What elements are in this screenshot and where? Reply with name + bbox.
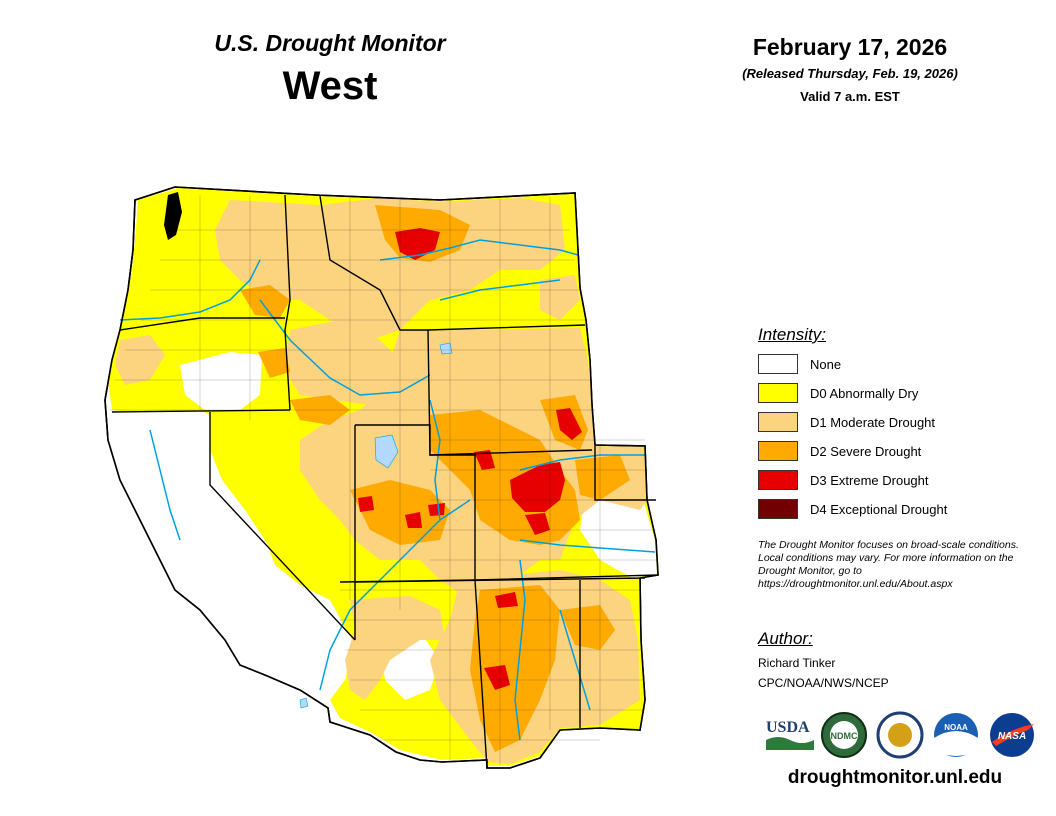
- d1-oregon-coast: [115, 335, 165, 385]
- legend-label: D0 Abnormally Dry: [810, 386, 919, 401]
- map-date: February 17, 2026: [752, 34, 948, 60]
- ndmc-logo-text: NDMC: [831, 731, 858, 741]
- d3-colorado-south: [525, 513, 550, 535]
- puget-sound-islands: [164, 192, 182, 240]
- river-colorado: [319, 499, 471, 691]
- border-ut-co: [355, 424, 476, 580]
- d2-idaho: [240, 285, 290, 318]
- river-sacramento: [149, 429, 181, 541]
- legend-swatch: [758, 383, 798, 403]
- d3-wyoming-se: [556, 408, 582, 440]
- d2-new-mexico-east: [560, 605, 615, 650]
- usda-logo[interactable]: USDA: [766, 719, 814, 750]
- usda-wave: [766, 737, 814, 750]
- d3-areas: [358, 228, 582, 690]
- partner-logos: USDA NDMC NOAA NASA: [766, 711, 1034, 759]
- nasa-logo[interactable]: NASA: [990, 713, 1034, 757]
- drought-map: [104, 186, 659, 769]
- valid-time: Valid 7 a.m. EST: [800, 89, 900, 104]
- doc-seal-logo[interactable]: [876, 711, 924, 759]
- release-date: (Released Thursday, Feb. 19, 2026): [742, 66, 958, 81]
- legend-label: None: [810, 357, 842, 372]
- legend-title: Intensity:: [758, 325, 827, 344]
- legend-swatch: [758, 441, 798, 461]
- region-title: West: [282, 64, 378, 108]
- d2-new-mexico: [470, 585, 560, 752]
- d3-new-mexico-south: [484, 665, 510, 690]
- d2-colorado-east: [575, 455, 630, 500]
- d2-oregon: [258, 348, 290, 378]
- great-salt-lake: [374, 434, 399, 469]
- noaa-logo[interactable]: NOAA: [934, 713, 978, 757]
- county-grid-north: [110, 229, 658, 561]
- legend-label: D1 Moderate Drought: [810, 415, 936, 430]
- d3-utah-east: [428, 503, 445, 516]
- noaa-logo-text: NOAA: [944, 723, 968, 732]
- d3-colorado-front-range: [510, 462, 565, 512]
- lake-mead: [299, 697, 309, 709]
- border-id-west: [284, 194, 291, 411]
- legend-swatch: [758, 354, 798, 374]
- none-california-nevada: [108, 412, 350, 700]
- doc-seal-center: [888, 723, 912, 747]
- legend-label: D4 Exceptional Drought: [810, 502, 948, 517]
- river-missouri: [379, 239, 579, 261]
- river-arkansas: [519, 539, 656, 553]
- author-title: Author:: [758, 629, 813, 648]
- d3-montana: [395, 228, 440, 260]
- rivers: [119, 239, 656, 741]
- noaa-wave: [934, 731, 978, 756]
- ndmc-badge-inner: [830, 721, 858, 749]
- river-pecos: [559, 609, 591, 711]
- border-ut-az: [339, 579, 476, 583]
- state-borders: [111, 194, 659, 769]
- map-title: U.S. Drought Monitor: [214, 30, 446, 56]
- river-platte: [519, 454, 645, 471]
- ndmc-logo[interactable]: NDMC: [821, 712, 867, 758]
- yellowstone-lake: [439, 342, 453, 355]
- border-id-mt: [319, 195, 428, 331]
- legend-swatch: [758, 499, 798, 519]
- d1-idaho-oregon: [285, 320, 400, 405]
- border-ca-nv: [209, 412, 356, 641]
- region-outline: [104, 186, 659, 769]
- disclaimer-note: The Drought Monitor focuses on broad-sca…: [758, 539, 1019, 590]
- none-oregon-interior: [180, 352, 262, 410]
- legend-swatch: [758, 470, 798, 490]
- legend-label: D3 Extreme Drought: [810, 473, 929, 488]
- border-or-ca: [111, 409, 291, 413]
- border-wa-or: [119, 317, 285, 331]
- usda-logo-text: USDA: [766, 719, 810, 736]
- d3-utah-west: [358, 496, 374, 512]
- d3-new-mexico-north: [495, 592, 518, 608]
- none-areas: [108, 333, 657, 700]
- d3-colorado-nw: [474, 450, 495, 470]
- d1-montana: [215, 198, 565, 340]
- county-lines: [110, 195, 658, 765]
- author-name: Richard Tinker: [758, 656, 836, 670]
- nasa-logo-text: NASA: [998, 731, 1026, 742]
- river-columbia: [119, 259, 261, 321]
- legend-swatch: [758, 412, 798, 432]
- d1-arizona: [345, 596, 445, 700]
- lakes: [299, 342, 453, 709]
- county-grid-vertical: [199, 195, 601, 765]
- border-co-ne-ks: [474, 446, 659, 581]
- nasa-swoosh: [992, 724, 1034, 746]
- legend-label: D2 Severe Drought: [810, 444, 922, 459]
- author-org: CPC/NOAA/NWS/NCEP: [758, 676, 889, 690]
- website-url[interactable]: droughtmonitor.unl.edu: [787, 767, 1003, 788]
- none-colorado-east: [580, 490, 657, 578]
- d3-utah-central: [405, 512, 422, 528]
- county-grid-south: [340, 589, 645, 741]
